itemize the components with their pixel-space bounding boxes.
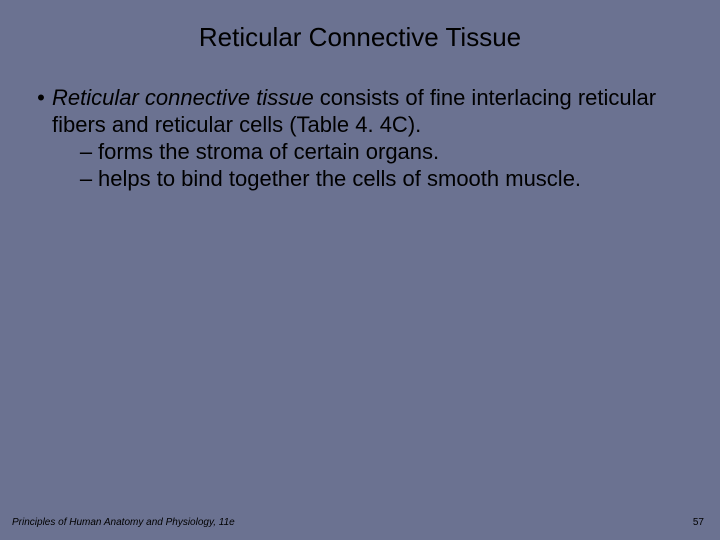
sub-bullets: –forms the stroma of certain organs.–hel…: [30, 138, 690, 192]
sub-bullet-marker: –: [74, 165, 98, 192]
footer-page-number: 57: [693, 517, 704, 528]
body-text: • Reticular connective tissue consists o…: [30, 84, 690, 192]
bullet-main-italic: Reticular connective tissue: [52, 85, 314, 110]
sub-bullet-text: forms the stroma of certain organs.: [98, 138, 690, 165]
sub-bullet: –forms the stroma of certain organs.: [74, 138, 690, 165]
bullet-main: • Reticular connective tissue consists o…: [30, 84, 690, 138]
sub-bullet-marker: –: [74, 138, 98, 165]
slide-title: Reticular Connective Tissue: [0, 22, 720, 53]
bullet-main-marker: •: [30, 84, 52, 111]
bullet-main-text: Reticular connective tissue consists of …: [52, 84, 690, 138]
sub-bullet: –helps to bind together the cells of smo…: [74, 165, 690, 192]
sub-bullet-text: helps to bind together the cells of smoo…: [98, 165, 690, 192]
footer-source: Principles of Human Anatomy and Physiolo…: [12, 517, 235, 528]
slide: Reticular Connective Tissue • Reticular …: [0, 0, 720, 540]
